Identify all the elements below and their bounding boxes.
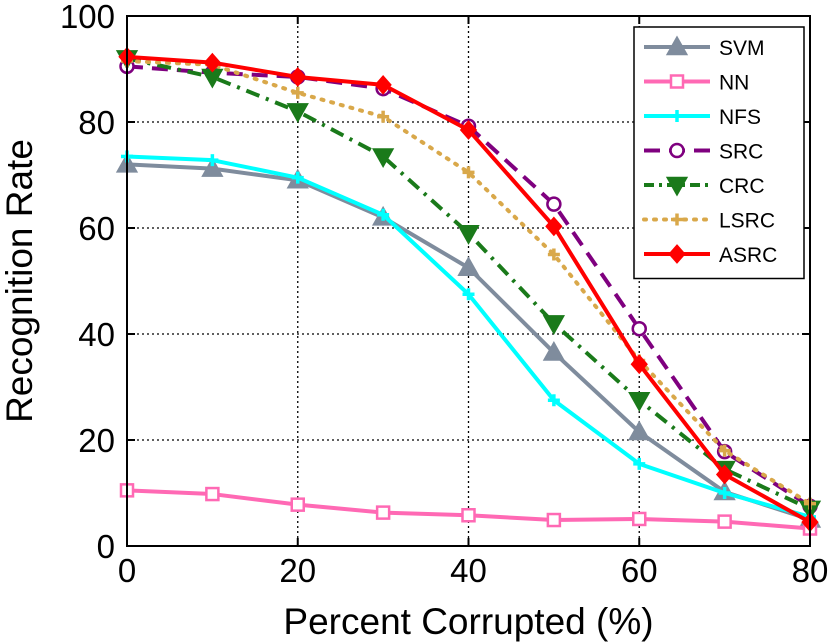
data-point-svm (628, 420, 651, 441)
legend-marker-crc (665, 176, 689, 197)
y-tick-label: 40 (78, 316, 115, 353)
legend-marker-asrc (668, 244, 686, 264)
data-point-crc (542, 315, 566, 335)
series-line-lsrc (125, 59, 812, 506)
legend-item-src: SRC (644, 141, 763, 164)
y-tick-label: 60 (78, 210, 115, 247)
y-tick-label: 80 (78, 104, 115, 141)
legend-marker-lsrc (671, 213, 683, 226)
data-point-nfs (547, 394, 560, 407)
data-point-src (546, 196, 562, 212)
x-tick-label: 60 (621, 552, 658, 589)
x-axis-title: Percent Corrupted (%) (283, 601, 653, 642)
data-point-lsrc (377, 110, 390, 123)
data-point-crc (457, 225, 480, 245)
legend-item-lsrc: LSRC (642, 210, 775, 233)
data-point-nn (717, 514, 732, 529)
data-point-asrc (374, 75, 392, 95)
data-point-asrc (715, 464, 734, 485)
data-point-crc (371, 148, 395, 168)
y-tick-label: 20 (78, 422, 115, 459)
data-point-svm (542, 341, 566, 361)
legend-marker-src (669, 142, 685, 159)
data-point-nn (290, 497, 305, 512)
data-point-asrc (459, 120, 478, 140)
data-point-crc (286, 103, 309, 123)
legend-label-asrc: ASRC (719, 244, 777, 267)
data-point-svm (201, 157, 224, 177)
legend-label-src: SRC (719, 141, 763, 164)
legend-item-asrc: ASRC (644, 244, 777, 267)
legend: SVM NN NFS SRC CRC LSRC ASRC (633, 26, 805, 280)
data-point-src (631, 320, 647, 337)
legend-label-svm: SVM (719, 37, 765, 60)
data-point-lsrc (718, 444, 731, 457)
x-tick-label: 40 (450, 552, 487, 589)
data-point-nfs (291, 171, 304, 184)
series-nn (119, 483, 818, 536)
data-point-nn (461, 508, 476, 523)
data-point-lsrc (462, 166, 475, 179)
legend-label-crc: CRC (719, 175, 765, 198)
axis-ticks: 0 20 40 60 80 0 20 40 60 80 100 (60, 0, 828, 589)
data-point-nn (546, 512, 562, 528)
data-point-nn (205, 486, 220, 502)
data-point-nfs (377, 208, 390, 221)
data-point-crc (628, 392, 651, 412)
y-tick-label: 100 (60, 0, 115, 35)
legend-item-svm: SVM (644, 35, 765, 60)
data-point-nfs (633, 457, 646, 470)
data-point-nfs (206, 154, 219, 167)
legend-box (633, 26, 805, 280)
legend-label-nn: NN (719, 72, 749, 95)
data-point-svm (457, 256, 480, 276)
x-tick-label: 0 (118, 552, 136, 589)
data-point-lsrc (291, 86, 304, 99)
y-axis-title: Recognition Rate (0, 139, 40, 423)
legend-label-lsrc: LSRC (719, 210, 775, 233)
x-tick-label: 80 (792, 552, 829, 589)
y-tick-label: 0 (97, 528, 115, 565)
data-point-asrc (289, 67, 307, 87)
data-point-asrc (630, 354, 648, 375)
data-point-nfs (718, 487, 731, 499)
data-point-lsrc (547, 248, 560, 261)
x-tick-label: 20 (279, 552, 316, 589)
data-point-asrc (203, 52, 222, 73)
data-point-nn (632, 511, 647, 527)
series-group (115, 46, 822, 536)
data-point-nn (375, 505, 391, 520)
legend-marker-svm (665, 35, 689, 56)
legend-marker-nfs (671, 110, 683, 122)
legend-item-crc: CRC (644, 175, 765, 198)
data-point-nfs (462, 288, 475, 301)
legend-label-nfs: NFS (719, 106, 761, 129)
legend-item-nn: NN (644, 72, 749, 95)
legend-item-nfs: NFS (644, 106, 761, 129)
legend-marker-nn (669, 74, 685, 89)
series-asrc (118, 46, 819, 533)
data-point-asrc (545, 216, 563, 237)
